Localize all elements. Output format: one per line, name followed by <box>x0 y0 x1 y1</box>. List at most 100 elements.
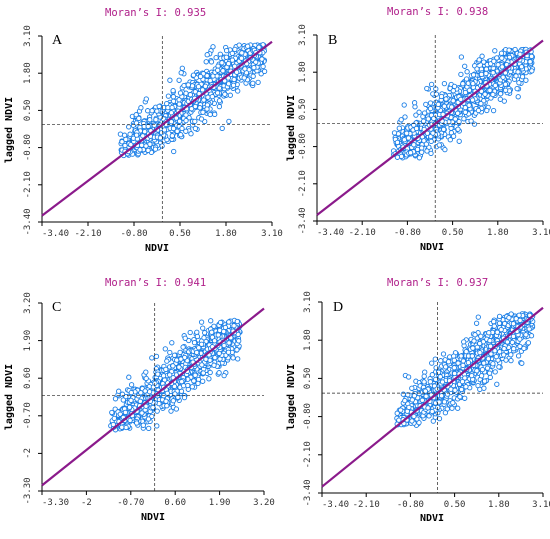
data-point <box>128 397 134 404</box>
data-point <box>436 142 442 148</box>
data-point <box>490 361 496 367</box>
data-point <box>440 351 447 357</box>
data-point <box>143 369 149 375</box>
data-point <box>475 314 481 320</box>
data-point <box>425 405 431 411</box>
data-point <box>442 364 449 370</box>
data-point <box>229 50 235 57</box>
data-point <box>477 349 483 356</box>
data-point <box>147 117 153 123</box>
data-point <box>423 101 429 108</box>
data-point <box>502 87 509 93</box>
data-point <box>430 418 436 424</box>
data-point <box>490 70 496 76</box>
data-point <box>497 349 503 355</box>
data-point <box>455 110 461 116</box>
data-point <box>506 47 512 53</box>
data-point <box>151 122 157 128</box>
data-point <box>407 150 414 156</box>
data-point <box>458 71 464 78</box>
data-point <box>149 108 155 114</box>
x-tick-label: -2 <box>81 498 92 508</box>
data-point <box>429 360 435 366</box>
data-point <box>516 80 522 86</box>
data-point <box>128 141 134 148</box>
data-point <box>504 339 511 345</box>
data-point <box>192 103 198 110</box>
y-tick-label: -3.40 <box>303 479 313 506</box>
data-point <box>152 146 159 152</box>
data-point <box>430 130 436 136</box>
data-point <box>194 349 200 356</box>
data-point <box>198 116 205 122</box>
x-tick-label: -3.40 <box>42 229 69 239</box>
data-point <box>458 54 465 60</box>
data-point <box>126 374 132 380</box>
data-point <box>515 94 521 100</box>
data-point <box>497 91 504 97</box>
x-tick-label: 0.50 <box>444 500 466 510</box>
data-point <box>122 142 128 149</box>
data-point <box>496 320 503 326</box>
data-point <box>201 97 207 103</box>
data-point <box>123 424 129 431</box>
data-point <box>441 80 448 87</box>
data-point <box>424 148 430 154</box>
data-point <box>515 353 522 359</box>
data-point <box>203 356 209 362</box>
data-point <box>173 406 180 412</box>
data-point <box>457 394 463 400</box>
data-point <box>491 58 497 64</box>
data-point <box>462 63 468 69</box>
data-point <box>221 342 227 349</box>
data-point <box>255 79 261 86</box>
data-point <box>230 82 237 88</box>
x-axis-label: NDVI <box>141 512 165 523</box>
data-point <box>470 80 476 87</box>
data-point <box>486 330 492 336</box>
data-point <box>421 110 428 116</box>
x-tick-label: 1.80 <box>215 229 237 239</box>
data-point <box>139 410 145 416</box>
data-point <box>180 383 187 389</box>
data-point <box>153 116 159 123</box>
data-point <box>462 395 468 401</box>
data-point <box>497 96 503 102</box>
data-point <box>413 125 420 132</box>
data-point <box>179 65 185 71</box>
data-point <box>232 46 238 53</box>
data-point <box>183 90 189 96</box>
data-point <box>503 357 509 363</box>
data-point <box>433 376 439 383</box>
data-point <box>391 130 398 136</box>
data-point <box>515 69 521 75</box>
data-point <box>187 329 193 336</box>
data-point <box>219 60 225 66</box>
data-point <box>469 353 475 359</box>
data-point <box>194 333 201 340</box>
data-point <box>425 116 431 122</box>
data-point <box>479 366 486 373</box>
data-point <box>438 393 445 399</box>
data-point <box>437 374 443 380</box>
data-point <box>409 418 415 424</box>
data-point <box>473 320 480 326</box>
data-point <box>458 96 464 103</box>
data-point <box>171 148 177 155</box>
data-point <box>221 328 227 335</box>
data-point <box>122 409 129 416</box>
data-point <box>133 112 139 118</box>
data-point <box>398 407 404 413</box>
data-point <box>200 109 206 115</box>
data-point <box>199 362 205 368</box>
data-point <box>518 64 525 70</box>
y-tick-label: 3.10 <box>23 25 33 47</box>
data-point <box>145 123 151 130</box>
data-point <box>517 336 523 342</box>
data-point <box>227 92 233 98</box>
data-point <box>162 346 168 352</box>
data-point <box>171 352 178 358</box>
chart-title: Moran’s I: 0.941 <box>105 277 206 289</box>
data-point <box>200 325 206 331</box>
data-point <box>128 382 135 388</box>
